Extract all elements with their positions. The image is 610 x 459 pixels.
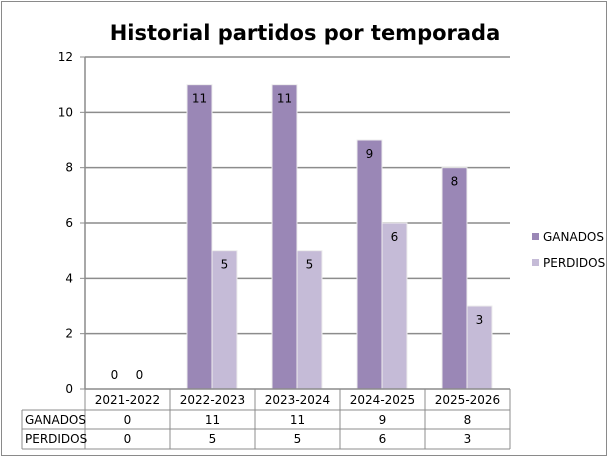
bar-perdidos (466, 305, 493, 390)
table-series-label: GANADOS (25, 413, 86, 427)
bar-ganados (441, 167, 468, 390)
table-cell: 5 (294, 432, 302, 446)
bar-perdidos (211, 250, 238, 390)
data-label: 5 (221, 258, 229, 272)
data-label: 5 (306, 258, 314, 272)
data-label: 3 (476, 313, 484, 327)
legend-swatch-perdidos (532, 259, 539, 266)
data-label: 11 (277, 92, 292, 106)
x-category-label: 2023-2024 (265, 393, 330, 407)
data-label: 9 (366, 147, 374, 161)
y-tick-label: 6 (65, 216, 73, 230)
x-category-label: 2024-2025 (350, 393, 415, 407)
table-cell: 5 (209, 432, 217, 446)
y-tick-label: 2 (65, 327, 73, 341)
table-cell: 3 (464, 432, 472, 446)
table-cell: 8 (464, 413, 472, 427)
bar-perdidos (381, 222, 408, 390)
y-tick-label: 10 (58, 105, 73, 119)
x-category-label: 2021-2022 (95, 393, 160, 407)
y-tick-label: 0 (65, 382, 73, 396)
table-cell: 9 (379, 413, 387, 427)
data-label: 6 (391, 230, 399, 244)
table-cell: 6 (379, 432, 387, 446)
chart-title: Historial partidos por temporada (110, 21, 501, 45)
bar-perdidos (296, 250, 323, 390)
bar-ganados (271, 84, 298, 390)
legend-swatch-ganados (532, 233, 539, 240)
x-category-label: 2025-2026 (435, 393, 500, 407)
table-cell: 0 (124, 432, 132, 446)
data-label: 8 (451, 175, 459, 189)
data-label: 0 (111, 368, 119, 382)
legend-label: PERDIDOS (543, 256, 605, 270)
y-tick-label: 8 (65, 161, 73, 175)
legend-label: GANADOS (543, 230, 604, 244)
y-tick-label: 4 (65, 271, 73, 285)
x-category-label: 2022-2023 (180, 393, 245, 407)
bar-ganados (186, 84, 213, 390)
data-label: 11 (192, 92, 207, 106)
y-tick-label: 12 (58, 50, 73, 64)
table-cell: 11 (290, 413, 305, 427)
bar-ganados (356, 139, 383, 390)
table-cell: 11 (205, 413, 220, 427)
table-series-label: PERDIDOS (25, 432, 87, 446)
data-label: 0 (136, 368, 144, 382)
table-cell: 0 (124, 413, 132, 427)
